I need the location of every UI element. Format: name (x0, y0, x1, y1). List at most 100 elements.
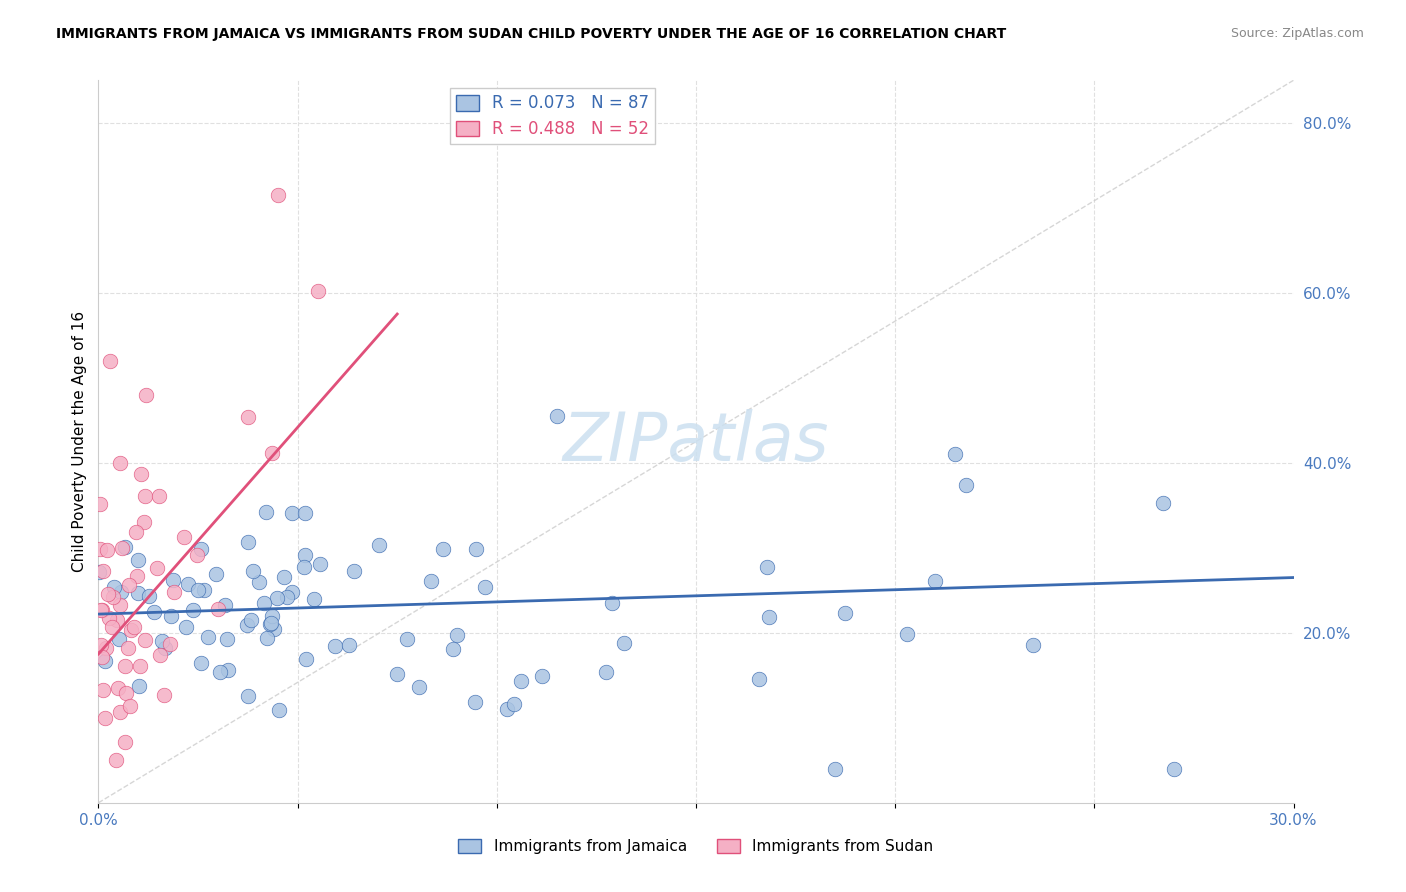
Point (474, 580, 496, 594)
Point (94, 641, 117, 656)
Point (107, 681, 129, 696)
Point (89, 542, 111, 557)
Point (98, 611, 121, 625)
Point (174, 620, 197, 634)
Point (385, 666, 408, 681)
Point (128, 679, 150, 693)
Point (236, 618, 259, 632)
Point (263, 622, 285, 636)
Point (259, 616, 281, 631)
Point (96, 587, 118, 601)
Point (90, 638, 112, 652)
Point (114, 734, 136, 748)
Point (756, 559, 779, 574)
Point (208, 665, 231, 680)
Point (186, 548, 208, 562)
Point (91, 565, 114, 579)
Point (127, 586, 149, 600)
Point (142, 605, 165, 619)
Point (96, 542, 118, 557)
Point (294, 652, 316, 666)
Point (247, 575, 270, 590)
Point (100, 620, 122, 634)
Point (408, 680, 430, 694)
Point (325, 639, 347, 653)
Point (114, 659, 136, 673)
Point (197, 630, 219, 644)
Point (145, 561, 167, 575)
Point (395, 632, 418, 646)
Point (110, 598, 132, 612)
Point (509, 673, 531, 688)
Point (135, 388, 157, 402)
Point (432, 542, 454, 557)
Point (600, 596, 623, 610)
Point (924, 574, 946, 589)
Point (1152, 496, 1174, 510)
Point (546, 409, 568, 423)
Point (111, 541, 134, 556)
Point (259, 617, 281, 632)
Point (256, 632, 278, 646)
Point (163, 585, 186, 599)
Point (108, 456, 131, 470)
Point (94, 654, 117, 668)
Point (294, 560, 316, 574)
Point (162, 573, 184, 587)
Point (260, 609, 283, 624)
Point (190, 656, 212, 670)
Point (148, 489, 170, 503)
Point (118, 698, 141, 713)
Point (90, 650, 112, 665)
Point (464, 695, 486, 709)
Point (207, 601, 229, 615)
Point (105, 613, 128, 627)
Point (190, 542, 212, 557)
Point (368, 538, 391, 552)
Point (125, 569, 148, 583)
Point (260, 446, 283, 460)
Point (177, 577, 200, 591)
Point (269, 703, 291, 717)
Point (281, 506, 304, 520)
Point (1022, 638, 1045, 652)
Point (441, 641, 464, 656)
Point (495, 702, 517, 716)
Point (132, 515, 155, 529)
Point (758, 610, 780, 624)
Point (465, 542, 488, 557)
Point (613, 636, 636, 650)
Point (187, 582, 209, 597)
Point (125, 525, 148, 540)
Point (90, 603, 112, 617)
Point (155, 640, 177, 655)
Point (943, 447, 966, 461)
Point (419, 574, 441, 589)
Point (266, 591, 288, 605)
Point (240, 613, 263, 627)
Point (120, 623, 142, 637)
Point (122, 620, 145, 634)
Text: IMMIGRANTS FROM JAMAICA VS IMMIGRANTS FROM SUDAN CHILD POVERTY UNDER THE AGE OF : IMMIGRANTS FROM JAMAICA VS IMMIGRANTS FR… (56, 27, 1007, 41)
Legend: Immigrants from Jamaica, Immigrants from Sudan: Immigrants from Jamaica, Immigrants from… (453, 833, 939, 860)
Point (253, 596, 276, 610)
Y-axis label: Child Poverty Under the Age of 16: Child Poverty Under the Age of 16 (72, 311, 87, 572)
Point (214, 599, 236, 613)
Point (955, 477, 977, 491)
Point (118, 578, 141, 592)
Point (149, 648, 172, 663)
Point (824, 762, 846, 776)
Point (181, 603, 204, 617)
Point (503, 697, 526, 711)
Point (150, 634, 173, 648)
Point (129, 467, 152, 481)
Point (834, 606, 856, 620)
Point (153, 688, 176, 702)
Point (307, 284, 329, 298)
Point (104, 753, 127, 767)
Point (204, 566, 226, 581)
Point (595, 665, 617, 680)
Point (87, 565, 110, 579)
Point (90, 603, 112, 617)
Point (236, 689, 259, 703)
